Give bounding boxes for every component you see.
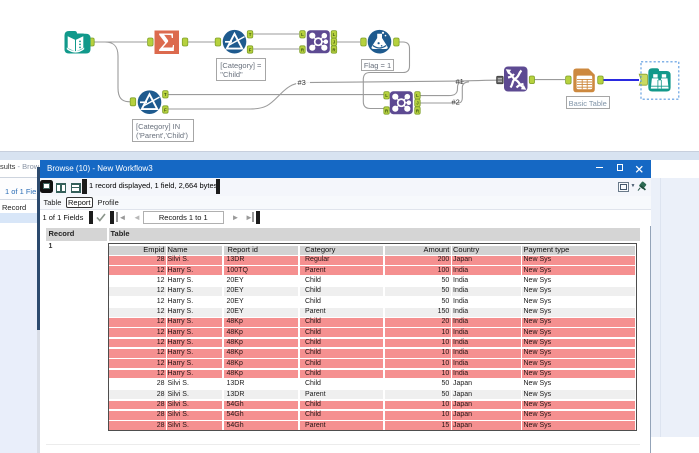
svg-text:#1: #1 bbox=[456, 77, 464, 86]
svg-text:J: J bbox=[416, 101, 419, 106]
svg-text:R: R bbox=[332, 47, 336, 52]
svg-text:#2: #2 bbox=[452, 98, 460, 107]
svg-text:R: R bbox=[301, 47, 305, 52]
svg-text:L: L bbox=[385, 93, 388, 98]
svg-text:T: T bbox=[249, 32, 252, 37]
svg-text:L: L bbox=[301, 32, 304, 37]
svg-text:Σ: Σ bbox=[158, 28, 175, 57]
svg-text:F: F bbox=[249, 47, 252, 52]
svg-text:R: R bbox=[385, 108, 389, 113]
svg-text:F: F bbox=[164, 107, 167, 112]
svg-text:R: R bbox=[416, 108, 420, 113]
svg-text:L: L bbox=[416, 93, 419, 98]
svg-text:#3: #3 bbox=[298, 78, 306, 87]
svg-text:L: L bbox=[333, 32, 336, 37]
svg-text:T: T bbox=[164, 92, 167, 97]
svg-text:J: J bbox=[333, 40, 336, 45]
